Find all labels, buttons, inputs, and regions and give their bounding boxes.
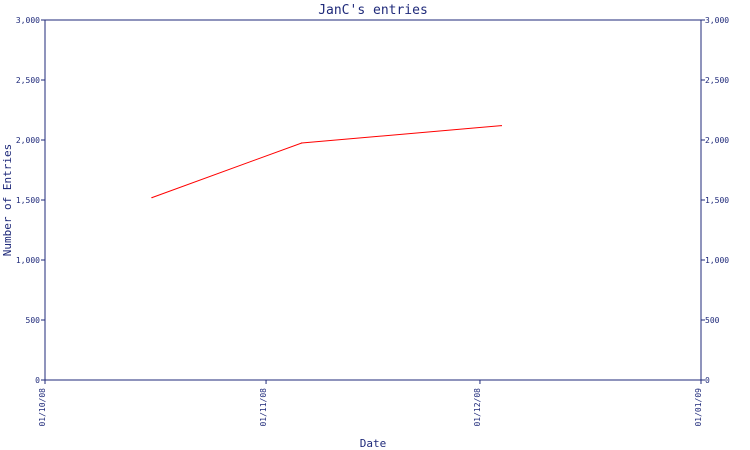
y-tick-label-left: 1,000 <box>16 256 40 265</box>
y-tick-label-right: 500 <box>705 316 720 325</box>
y-tick-label-left: 3,000 <box>16 16 40 25</box>
x-axis-label: Date <box>360 437 387 450</box>
data-point <box>301 142 303 144</box>
y-tick-label-left: 500 <box>26 316 41 325</box>
y-tick-label-left: 1,500 <box>16 196 40 205</box>
x-tick-label: 01/11/08 <box>259 388 268 427</box>
x-tick-label: 01/01/09 <box>694 388 703 427</box>
y-tick-label-right: 2,000 <box>705 136 729 145</box>
y-ticks-left: 0 500 1,000 1,500 2,000 2,500 3,000 <box>16 16 45 385</box>
y-tick-label-right: 1,000 <box>705 256 729 265</box>
x-ticks: 01/10/08 01/11/08 01/12/08 01/01/09 <box>38 380 703 427</box>
x-tick-label: 01/10/08 <box>38 388 47 427</box>
y-ticks-right: 0 500 1,000 1,500 2,000 2,500 3,000 <box>701 16 729 385</box>
y-tick-label-left: 2,000 <box>16 136 40 145</box>
series-line <box>151 125 502 199</box>
y-tick-label-left: 0 <box>35 376 40 385</box>
y-tick-label-right: 3,000 <box>705 16 729 25</box>
plot-frame <box>44 19 702 381</box>
y-tick-label-left: 2,500 <box>16 76 40 85</box>
y-tick-label-right: 0 <box>705 376 710 385</box>
data-point <box>151 197 153 199</box>
y-tick-label-right: 2,500 <box>705 76 729 85</box>
y-tick-label-right: 1,500 <box>705 196 729 205</box>
data-point <box>500 125 502 127</box>
series-layer <box>151 125 502 199</box>
chart-title: JanC's entries <box>318 3 428 18</box>
x-tick-label: 01/12/08 <box>473 388 482 427</box>
y-axis-label: Number of Entries <box>1 144 14 257</box>
